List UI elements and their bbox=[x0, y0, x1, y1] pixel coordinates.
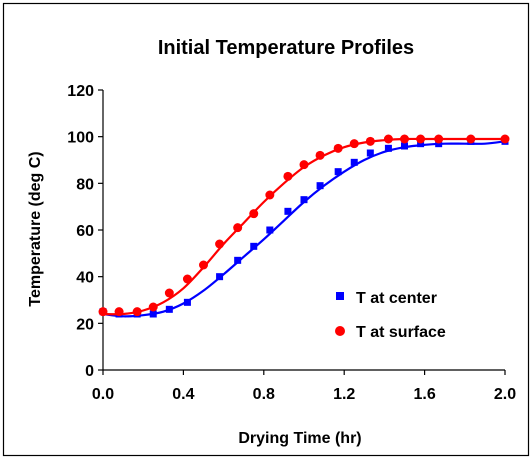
data-point-center bbox=[165, 305, 173, 313]
y-tick-label: 20 bbox=[76, 316, 94, 333]
y-tick-label: 100 bbox=[67, 130, 94, 147]
data-point-surface bbox=[164, 288, 174, 298]
data-point-center bbox=[334, 168, 342, 176]
legend-marker-center bbox=[336, 292, 344, 300]
data-point-center bbox=[350, 158, 358, 166]
data-point-surface bbox=[265, 190, 275, 200]
data-point-surface bbox=[98, 307, 108, 317]
x-tick-label: 2.0 bbox=[494, 386, 516, 403]
data-point-surface bbox=[349, 139, 359, 149]
data-point-center bbox=[149, 310, 157, 318]
data-point-surface bbox=[215, 239, 225, 249]
data-point-surface bbox=[315, 150, 325, 160]
x-tick-label: 0.0 bbox=[92, 386, 114, 403]
data-point-surface bbox=[182, 274, 192, 284]
chart-border bbox=[2, 2, 530, 457]
x-tick-label: 1.2 bbox=[333, 386, 355, 403]
data-point-center bbox=[266, 226, 274, 234]
data-point-center bbox=[216, 273, 224, 281]
data-point-surface bbox=[233, 223, 243, 233]
y-tick-label: 120 bbox=[67, 83, 94, 100]
data-point-center bbox=[366, 149, 374, 157]
data-point-surface bbox=[365, 136, 375, 146]
chart-title: Initial Temperature Profiles bbox=[158, 37, 414, 59]
y-tick-label: 0 bbox=[85, 363, 94, 380]
x-axis-title: Drying Time (hr) bbox=[238, 430, 361, 447]
data-point-center bbox=[300, 196, 308, 204]
data-point-surface bbox=[500, 134, 510, 144]
plot-area: 0 20 40 60 80 100 120 0.0 0.4 0.8 1.2 1.6 2.0 bbox=[67, 83, 516, 403]
legend-label-center: T at center bbox=[356, 290, 437, 307]
legend: T at center T at surface bbox=[335, 290, 446, 341]
y-axis-title: Temperature (deg C) bbox=[27, 151, 44, 306]
y-tick-label: 60 bbox=[76, 223, 94, 240]
data-point-surface bbox=[434, 134, 444, 144]
data-point-center bbox=[401, 142, 408, 150]
data-point-center bbox=[250, 242, 258, 250]
data-point-surface bbox=[283, 171, 293, 181]
legend-label-surface: T at surface bbox=[356, 324, 446, 341]
data-point-center bbox=[234, 256, 242, 264]
x-tick-label: 0.4 bbox=[172, 386, 194, 403]
data-point-center bbox=[384, 144, 392, 152]
data-point-center bbox=[316, 182, 324, 190]
data-point-center bbox=[183, 298, 191, 306]
y-tick-label: 80 bbox=[76, 176, 94, 193]
data-point-surface bbox=[114, 307, 124, 317]
data-point-surface bbox=[249, 209, 259, 219]
data-point-surface bbox=[299, 160, 309, 170]
data-point-center bbox=[284, 207, 292, 215]
data-point-surface bbox=[333, 143, 343, 153]
y-tick-label: 40 bbox=[76, 270, 94, 287]
data-point-center bbox=[435, 140, 443, 148]
x-tick-label: 0.8 bbox=[253, 386, 275, 403]
data-point-surface bbox=[199, 260, 208, 270]
x-tick-label: 1.6 bbox=[413, 386, 435, 403]
data-point-surface bbox=[400, 134, 409, 144]
data-point-center bbox=[417, 140, 425, 148]
data-point-surface bbox=[383, 134, 393, 144]
data-point-surface bbox=[132, 307, 142, 317]
data-point-surface bbox=[466, 134, 476, 144]
data-point-surface bbox=[148, 302, 158, 312]
data-point-surface bbox=[416, 134, 426, 144]
legend-marker-surface bbox=[335, 326, 345, 336]
